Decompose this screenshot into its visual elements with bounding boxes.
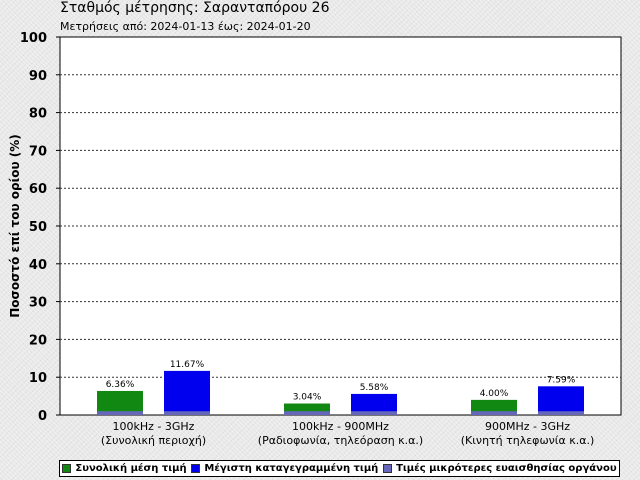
sensitivity-bar bbox=[471, 411, 517, 415]
grid-lines bbox=[60, 74, 621, 378]
y-tick-label: 70 bbox=[29, 144, 47, 159]
legend-label-mean: Συνολική μέση τιμή bbox=[75, 463, 187, 474]
sensitivity-bar bbox=[164, 411, 210, 415]
x-tick-label: 100kHz - 3GHz bbox=[113, 420, 195, 433]
legend: Συνολική μέση τιμή Μέγιστη καταγεγραμμέν… bbox=[59, 460, 620, 477]
y-tick-label: 20 bbox=[29, 333, 47, 348]
bars: 6.36% 11.67% 3.04% 5.58% 4.00% 7.59% bbox=[97, 360, 584, 415]
y-axis-ticks: 0 10 20 30 40 50 60 70 80 90 100 bbox=[20, 31, 60, 424]
y-tick-label: 0 bbox=[38, 409, 47, 424]
sensitivity-bar bbox=[351, 411, 397, 415]
legend-item-mean: Συνολική μέση τιμή bbox=[62, 463, 187, 474]
sensitivity-bar bbox=[284, 411, 330, 415]
y-tick-label: 50 bbox=[29, 220, 47, 235]
bar-value-label: 11.67% bbox=[170, 360, 205, 370]
bar-value-label: 3.04% bbox=[293, 393, 322, 403]
legend-item-sensitivity: Τιμές μικρότερες ευαισθησίας οργάνου bbox=[383, 463, 617, 474]
sensitivity-bar bbox=[538, 411, 584, 415]
bar-value-label: 5.58% bbox=[360, 383, 389, 393]
legend-label-max: Μέγιστη καταγεγραμμένη τιμή bbox=[204, 463, 379, 474]
y-tick-label: 100 bbox=[20, 31, 47, 46]
legend-swatch-max bbox=[191, 464, 201, 473]
y-tick-label: 60 bbox=[29, 182, 47, 197]
x-tick-label: 900MHz - 3GHz bbox=[485, 420, 570, 433]
legend-item-max: Μέγιστη καταγεγραμμένη τιμή bbox=[191, 463, 378, 474]
bar bbox=[351, 393, 397, 415]
bar-value-label: 7.59% bbox=[547, 375, 576, 385]
bar-value-label: 4.00% bbox=[480, 389, 509, 399]
bar bbox=[284, 403, 330, 415]
bar bbox=[538, 386, 584, 415]
y-tick-label: 10 bbox=[29, 371, 47, 386]
bar-chart: 0 10 20 30 40 50 60 70 80 90 100 6.36% 11.67% 3.04% 5… bbox=[8, 31, 622, 447]
sensitivity-bar bbox=[97, 411, 143, 415]
bar bbox=[164, 370, 210, 415]
x-tick-sublabel: (Κινητή τηλεφωνία κ.α.) bbox=[461, 434, 595, 447]
x-tick-sublabel: (Συνολική περιοχή) bbox=[101, 434, 206, 447]
page-title: Σταθμός μέτρησης: Σαρανταπόρου 26 bbox=[60, 0, 330, 16]
x-tick-label: 100kHz - 900MHz bbox=[292, 420, 389, 433]
bar-value-label: 6.36% bbox=[106, 380, 135, 390]
legend-swatch-mean bbox=[62, 464, 72, 473]
bar bbox=[97, 390, 143, 415]
page-subtitle: Μετρήσεις από: 2024-01-13 έως: 2024-01-2… bbox=[60, 20, 311, 33]
y-tick-label: 30 bbox=[29, 296, 47, 311]
x-axis-labels: 100kHz - 3GHz(Συνολική περιοχή) 100kHz - … bbox=[101, 420, 594, 447]
legend-label-sensitivity: Τιμές μικρότερες ευαισθησίας οργάνου bbox=[396, 463, 617, 474]
y-tick-label: 40 bbox=[29, 258, 47, 273]
legend-swatch-sensitivity bbox=[383, 464, 393, 473]
y-tick-label: 90 bbox=[29, 69, 47, 84]
y-tick-label: 80 bbox=[29, 107, 47, 122]
x-tick-sublabel: (Ραδιοφωνία, τηλεόραση κ.α.) bbox=[258, 434, 423, 447]
y-axis-label: Ποσοστό επί του ορίου (%) bbox=[8, 134, 22, 318]
